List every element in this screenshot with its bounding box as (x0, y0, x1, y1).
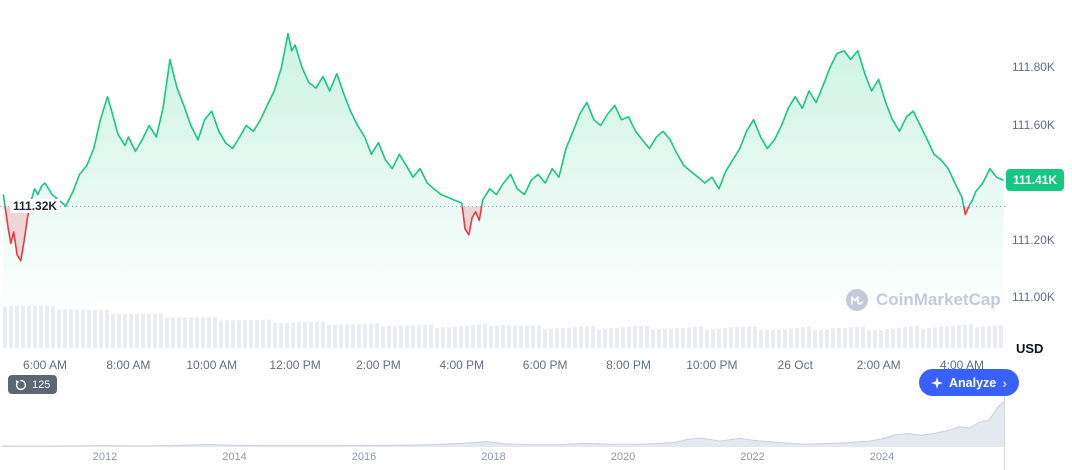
sparkle-icon (931, 376, 943, 389)
navigator[interactable] (1, 393, 1006, 470)
price-line-down (4, 206, 970, 262)
history-icon (15, 379, 27, 390)
analyze-label: Analyze (949, 375, 997, 390)
analyze-button[interactable]: Analyze › (919, 369, 1019, 396)
history-count: 125 (32, 378, 51, 391)
price-line-up (2, 32, 1004, 208)
history-count-pill[interactable]: 125 (8, 375, 58, 394)
chevron-right-icon: › (1002, 374, 1007, 391)
volume-bars (3, 305, 1003, 348)
price-area-up (3, 33, 1004, 300)
